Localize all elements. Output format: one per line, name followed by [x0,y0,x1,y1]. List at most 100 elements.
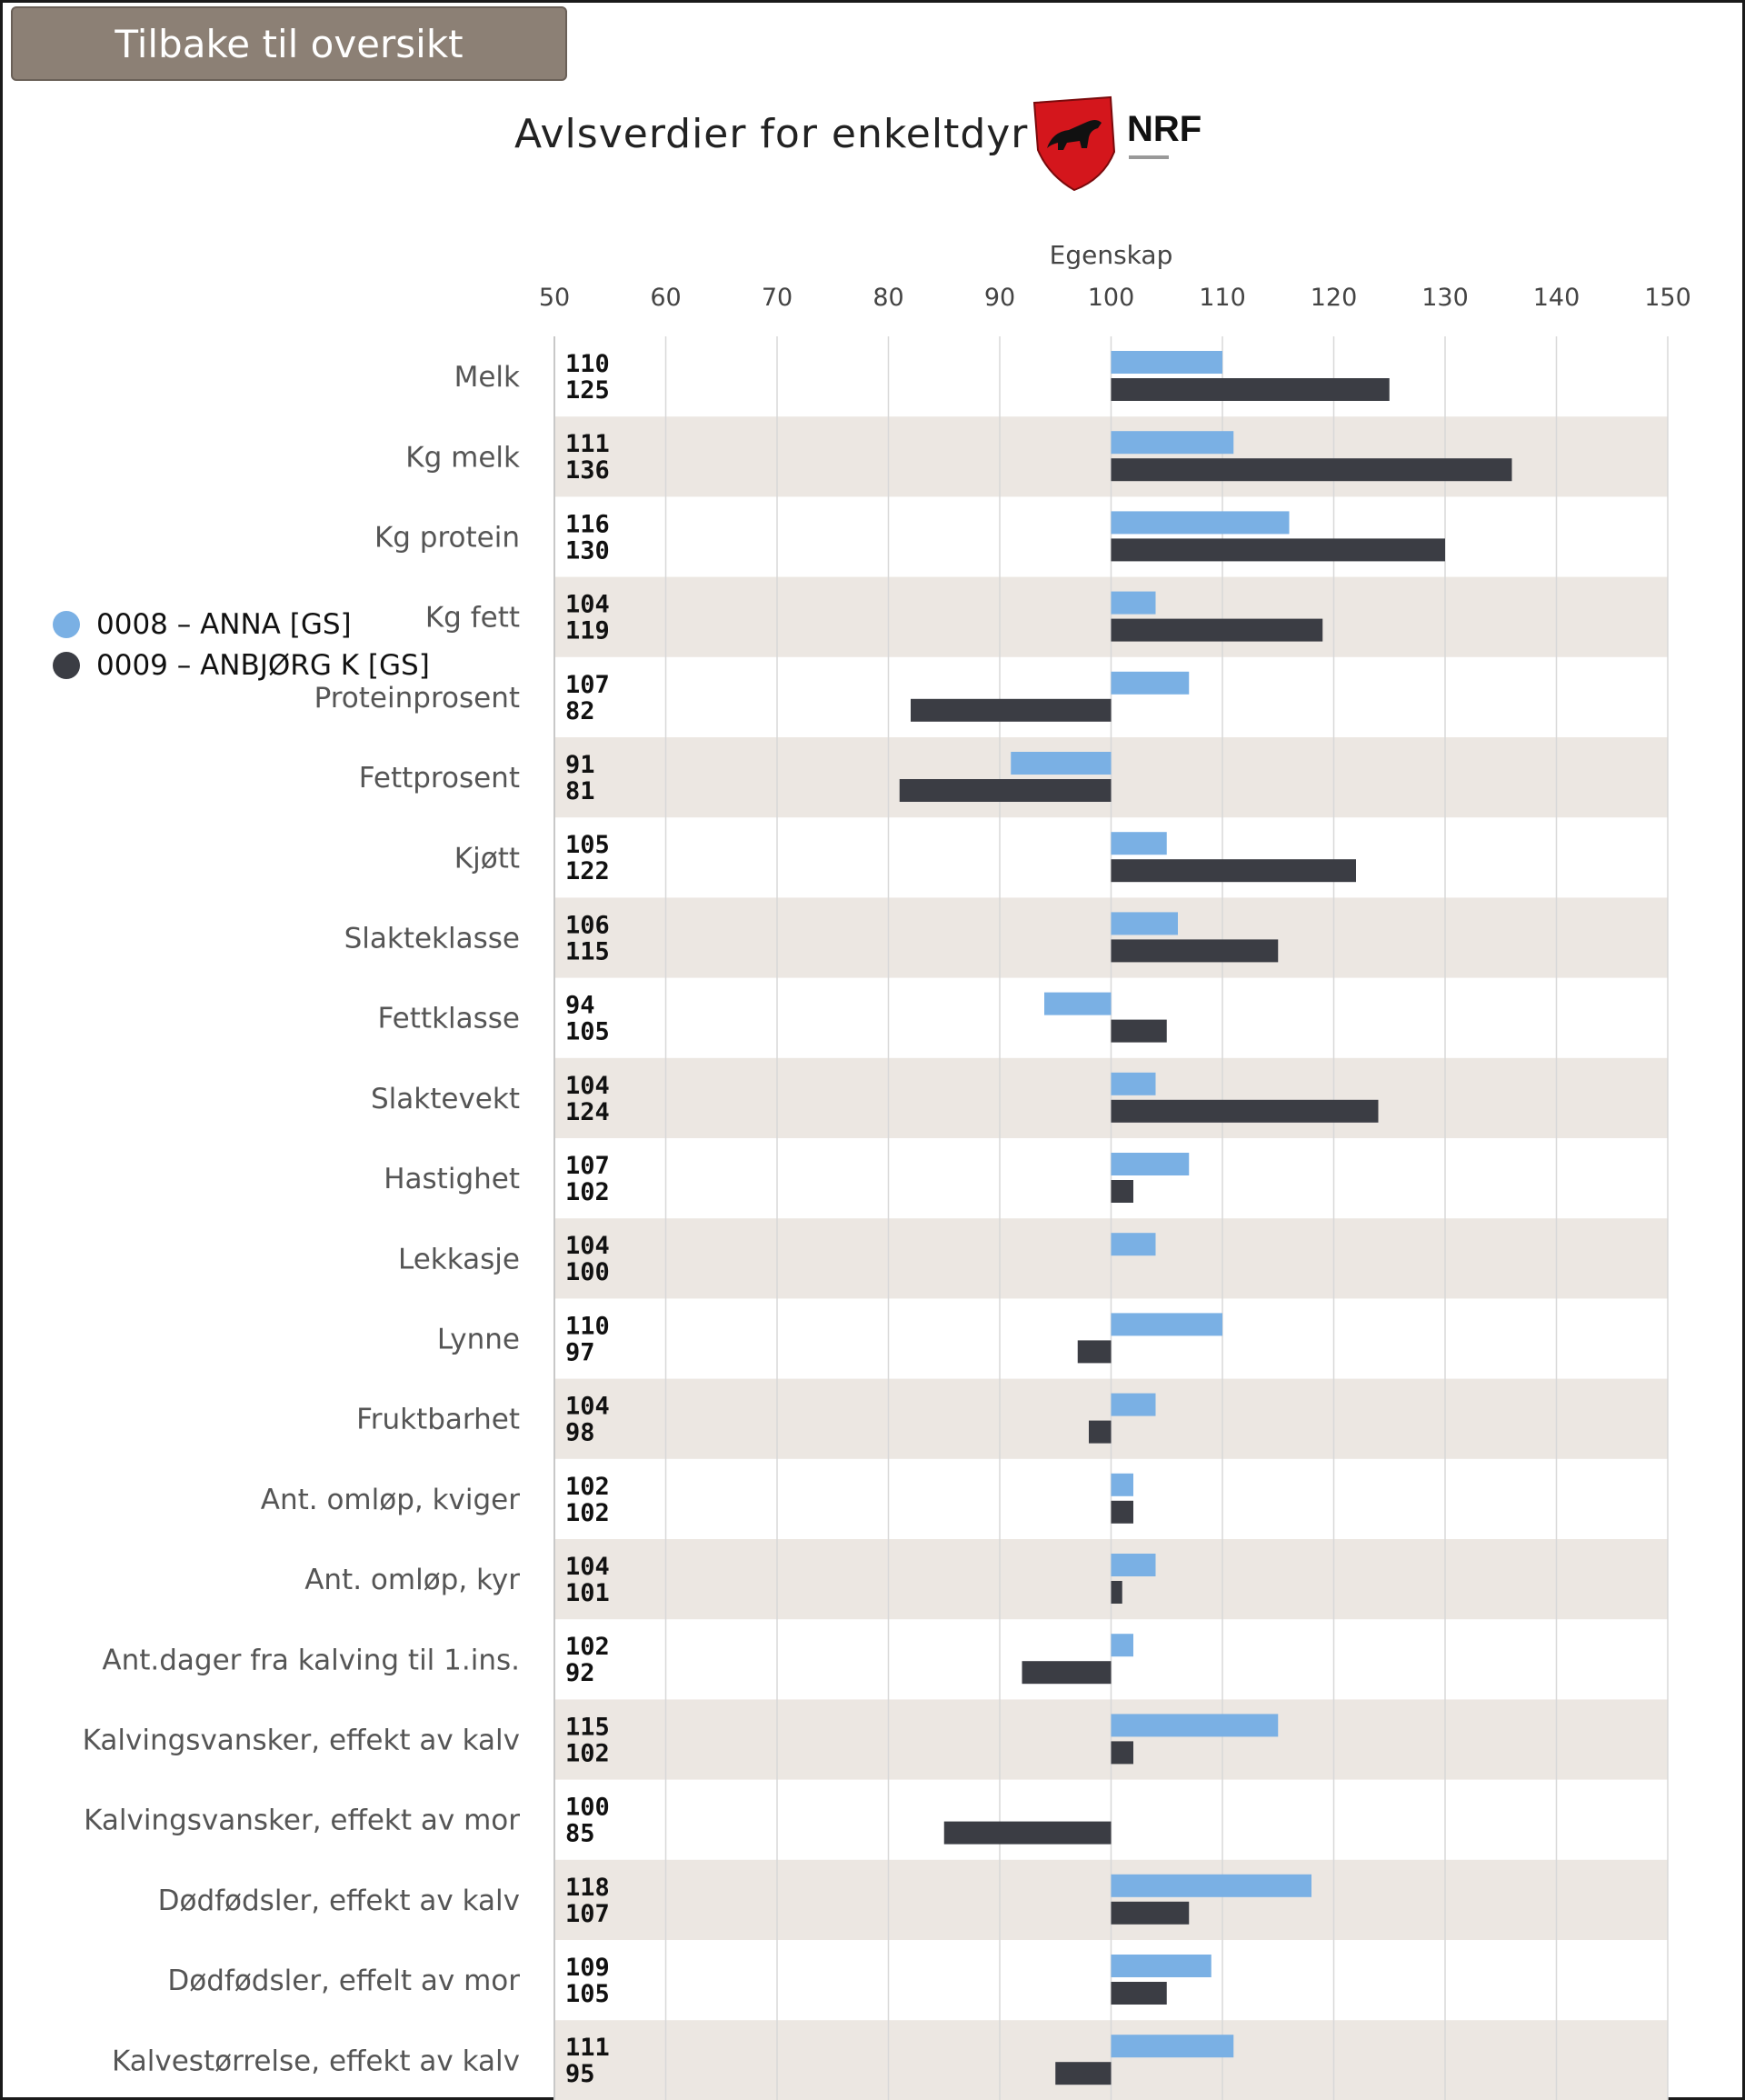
bar[interactable] [1111,1473,1134,1496]
bar[interactable] [1111,859,1357,883]
x-tick-label: 80 [872,284,903,312]
legend-dot-icon [53,610,80,638]
bar[interactable] [1111,1233,1156,1256]
category-label: Lynne [437,1324,520,1356]
bar[interactable] [1111,832,1167,855]
bar[interactable] [1111,1901,1190,1925]
data-label: 81 [565,777,595,805]
bar[interactable] [1111,1313,1223,1336]
axis-title: Egenskap [1050,240,1173,270]
bar[interactable] [1089,1420,1112,1444]
data-label: 95 [565,2060,595,2088]
data-label: 107 [565,671,610,699]
category-label: Fettklasse [378,1003,520,1035]
data-label: 102 [565,1473,610,1501]
category-label: Lekkasje [398,1243,520,1275]
category-label: Kg melk [405,441,520,474]
data-label: 122 [565,857,610,885]
data-label: 111 [565,430,610,458]
data-label: 94 [565,992,595,1020]
category-label: Slakteklasse [344,923,520,955]
bar[interactable] [1055,2062,1112,2085]
bar[interactable] [1111,1099,1379,1123]
bar[interactable] [911,698,1112,722]
legend-item[interactable]: 0009 – ANBJØRG K [GS] [53,645,430,685]
bar[interactable] [1111,1874,1312,1897]
bar[interactable] [1111,351,1223,374]
logo-text: NRF [1127,109,1202,149]
bar[interactable] [1111,1955,1212,1977]
bar[interactable] [1111,618,1323,642]
bar[interactable] [1111,1714,1279,1737]
data-label: 136 [565,456,610,485]
bar[interactable] [1111,511,1290,535]
x-tick-label: 90 [984,284,1015,312]
bar[interactable] [1111,1180,1134,1203]
data-label: 116 [565,510,610,538]
category-label: Fettprosent [359,762,520,795]
bar[interactable] [1111,378,1390,401]
bar[interactable] [1111,1153,1190,1175]
data-label: 104 [565,1393,610,1421]
nrf-logo: NRF [1032,95,1202,191]
category-label: Kg protein [374,522,520,555]
data-label: 105 [565,1980,610,2008]
data-label: 118 [565,1874,610,1902]
bar[interactable] [1044,992,1112,1015]
bar[interactable] [1111,1581,1122,1604]
bar[interactable] [1111,1072,1156,1095]
data-label: 105 [565,831,610,859]
category-label: Kalvingsvansker, effekt av kalv [83,1725,520,1757]
category-label: Kg fett [425,602,520,635]
data-label: 111 [565,2034,610,2062]
bar[interactable] [1111,1982,1167,2005]
legend-item[interactable]: 0008 – ANNA [GS] [53,604,430,645]
data-label: 107 [565,1152,610,1180]
data-label: 107 [565,1900,610,1928]
bar[interactable] [1022,1661,1112,1685]
bar[interactable] [1111,1393,1156,1416]
bar[interactable] [1111,912,1179,935]
category-label: Hastighet [384,1163,520,1195]
data-label: 100 [565,1258,610,1286]
data-label: 104 [565,1072,610,1100]
bar[interactable] [1011,752,1112,775]
data-label: 125 [565,376,610,405]
bar[interactable] [1111,1019,1167,1043]
bar[interactable] [1111,431,1234,455]
data-label: 119 [565,617,610,645]
back-to-overview-button[interactable]: Tilbake til oversikt avlsverdier [11,6,567,139]
bar[interactable] [1111,939,1279,963]
bar[interactable] [1111,538,1446,562]
x-tick-label: 50 [539,284,570,312]
x-tick-label: 100 [1088,284,1135,312]
data-label: 130 [565,536,610,565]
data-label: 102 [565,1178,610,1206]
bar[interactable] [1111,1634,1134,1657]
bar[interactable] [1111,1554,1156,1576]
chart-legend: 0008 – ANNA [GS] 0009 – ANBJØRG K [GS] [53,604,430,685]
bar[interactable] [1111,1741,1134,1765]
data-label: 102 [565,1633,610,1661]
bar[interactable] [899,779,1112,802]
bar[interactable] [943,1821,1112,1845]
category-label: Fruktbarhet [356,1404,520,1436]
category-label: Slaktevekt [371,1083,520,1115]
x-tick-label: 140 [1533,284,1580,312]
bar[interactable] [1111,2035,1234,2058]
x-tick-label: 150 [1644,284,1691,312]
data-label: 104 [565,591,610,619]
category-label: Dødfødsler, effelt av mor [167,1965,520,1997]
bar[interactable] [1111,591,1156,615]
data-label: 98 [565,1419,595,1447]
data-label: 85 [565,1820,595,1848]
category-label: Ant. omløp, kviger [261,1484,521,1516]
bar[interactable] [1077,1340,1112,1364]
data-label: 115 [565,1713,610,1741]
data-label: 115 [565,937,610,965]
data-label: 104 [565,1553,610,1581]
category-label: Dødfødsler, effekt av kalv [158,1885,520,1917]
bar[interactable] [1111,1500,1134,1524]
bar[interactable] [1111,458,1512,482]
bar[interactable] [1111,671,1190,695]
